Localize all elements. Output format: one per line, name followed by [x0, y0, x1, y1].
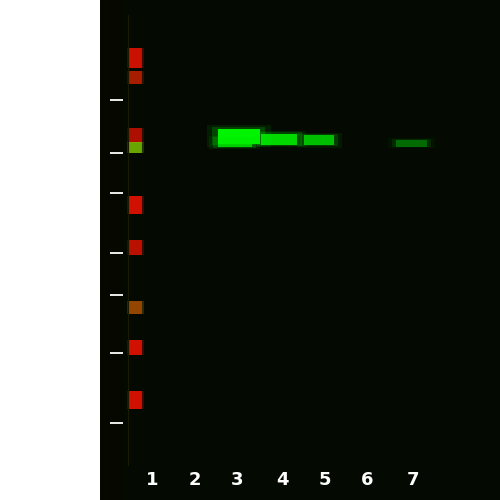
Bar [130, 142, 143, 153]
Bar [128, 301, 142, 314]
Bar [212, 126, 266, 146]
Text: 5: 5 [319, 471, 331, 489]
Bar [126, 71, 140, 84]
Bar [126, 392, 140, 409]
Bar [128, 301, 142, 314]
Bar [296, 132, 342, 148]
Text: 15: 15 [42, 90, 70, 110]
Bar [218, 138, 252, 147]
Bar [218, 128, 260, 144]
Bar [128, 240, 142, 255]
Bar [130, 340, 143, 355]
Bar [213, 137, 256, 148]
Text: 25: 25 [42, 183, 70, 202]
Text: 75: 75 [42, 343, 70, 362]
Bar [261, 134, 297, 144]
Bar [388, 138, 435, 148]
Bar [128, 71, 142, 84]
Bar [256, 132, 302, 146]
Bar [130, 128, 143, 142]
Bar [130, 392, 143, 409]
Bar [300, 134, 338, 146]
Bar [207, 124, 270, 147]
Bar [130, 196, 143, 214]
Bar [396, 140, 427, 146]
Bar [100, 0, 500, 500]
Bar [126, 240, 140, 255]
Text: 3: 3 [231, 471, 244, 489]
Bar [130, 301, 143, 314]
Bar [0, 0, 100, 500]
Bar [130, 301, 143, 314]
Bar [130, 48, 143, 68]
Text: 37: 37 [42, 243, 70, 262]
Bar [126, 48, 140, 68]
Bar [128, 48, 142, 68]
Text: kDa: kDa [30, 475, 69, 493]
Text: 6: 6 [361, 471, 374, 489]
Bar [209, 136, 260, 149]
Bar [130, 240, 143, 255]
Text: 2: 2 [189, 471, 201, 489]
Bar [126, 196, 140, 214]
Bar [128, 196, 142, 214]
Bar [126, 301, 140, 314]
Bar [252, 130, 306, 147]
Bar [122, 0, 500, 500]
Bar [128, 142, 142, 153]
Text: 7: 7 [406, 471, 419, 489]
Text: 4: 4 [276, 471, 289, 489]
Bar [128, 128, 142, 142]
Bar [392, 138, 431, 147]
Bar [126, 142, 140, 153]
Bar [126, 301, 140, 314]
Text: 1: 1 [146, 471, 159, 489]
Bar [128, 340, 142, 355]
Bar [304, 135, 334, 145]
Text: 50: 50 [42, 286, 70, 304]
Text: 150: 150 [42, 413, 83, 432]
Bar [126, 340, 140, 355]
Text: 20: 20 [42, 143, 70, 162]
Bar [130, 71, 143, 84]
Bar [128, 392, 142, 409]
Bar [126, 128, 140, 142]
